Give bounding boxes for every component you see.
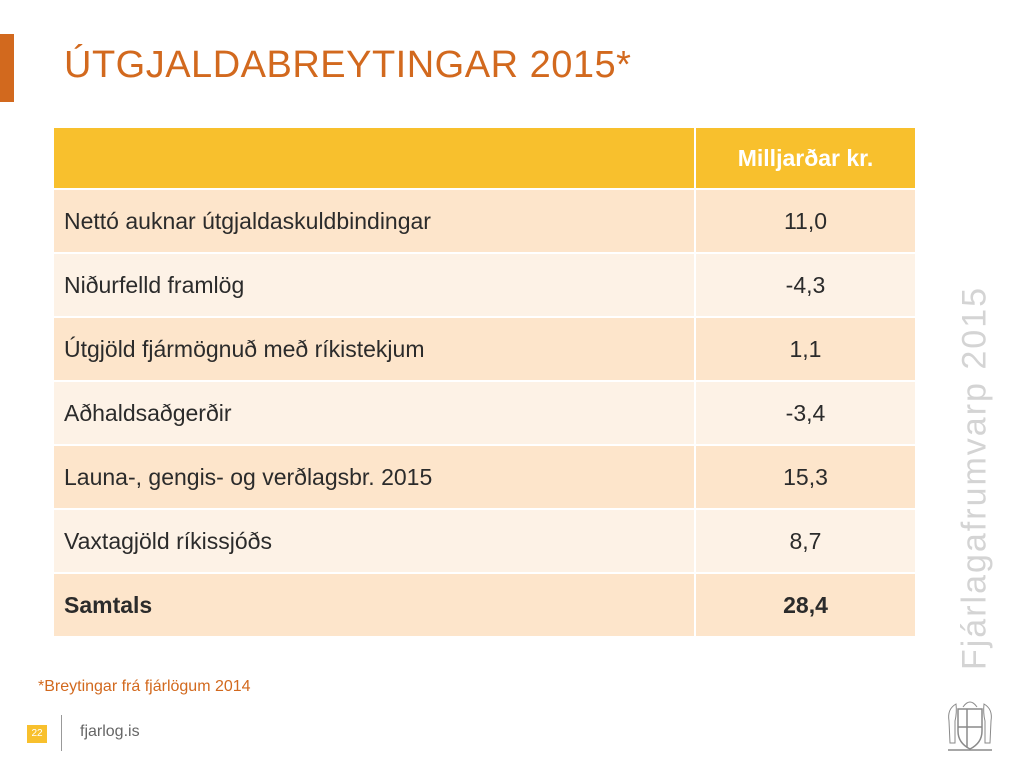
header-unit-cell: Milljarðar kr.: [694, 126, 917, 190]
accent-bar: [0, 34, 14, 102]
coat-of-arms-icon: [948, 701, 992, 751]
row-value: 11,0: [694, 188, 917, 254]
row-value: 15,3: [694, 444, 917, 510]
expenditure-table: Milljarðar kr. Nettó auknar útgjaldaskul…: [52, 126, 917, 638]
row-label: Nettó auknar útgjaldaskuldbindingar: [52, 188, 696, 254]
footnote: *Breytingar frá fjárlögum 2014: [38, 678, 251, 695]
table-row: Aðhaldsaðgerðir -3,4: [52, 380, 917, 446]
row-label: Útgjöld fjármögnuð með ríkistekjum: [52, 316, 696, 382]
row-value: 8,7: [694, 508, 917, 574]
row-label: Launa-, gengis- og verðlagsbr. 2015: [52, 444, 696, 510]
slide-title: ÚTGJALDABREYTINGAR 2015*: [64, 44, 632, 86]
total-value: 28,4: [694, 572, 917, 638]
table-row: Niðurfelld framlög -4,3: [52, 252, 917, 318]
header-label-cell: [52, 126, 696, 190]
row-value: 1,1: [694, 316, 917, 382]
table-row: Launa-, gengis- og verðlagsbr. 2015 15,3: [52, 444, 917, 510]
table-header-row: Milljarðar kr.: [52, 126, 917, 190]
table-row: Nettó auknar útgjaldaskuldbindingar 11,0: [52, 188, 917, 254]
website-link[interactable]: fjarlog.is: [80, 723, 140, 740]
row-value: -4,3: [694, 252, 917, 318]
footer-divider: [61, 715, 62, 751]
total-row: Samtals 28,4: [52, 572, 917, 638]
row-value: -3,4: [694, 380, 917, 446]
table-row: Útgjöld fjármögnuð með ríkistekjum 1,1: [52, 316, 917, 382]
row-label: Aðhaldsaðgerðir: [52, 380, 696, 446]
row-label: Niðurfelld framlög: [52, 252, 696, 318]
row-label: Vaxtagjöld ríkissjóðs: [52, 508, 696, 574]
table-row: Vaxtagjöld ríkissjóðs 8,7: [52, 508, 917, 574]
page-number: 22: [27, 725, 47, 743]
side-title: Fjárlagafrumvarp 2015: [955, 285, 994, 671]
total-label: Samtals: [52, 572, 696, 638]
